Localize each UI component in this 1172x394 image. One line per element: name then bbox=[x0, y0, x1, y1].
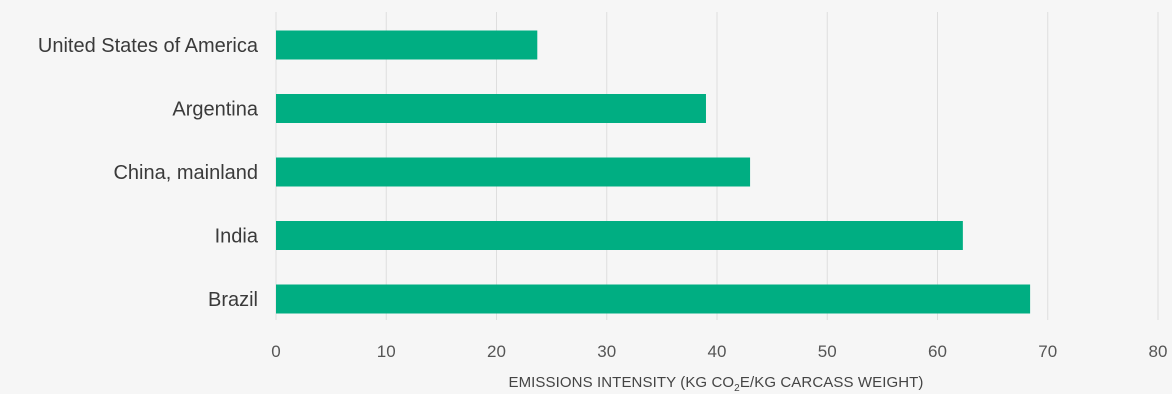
bar bbox=[276, 157, 751, 187]
x-tick-label: 10 bbox=[377, 342, 396, 361]
x-tick-label: 80 bbox=[1149, 342, 1168, 361]
bar bbox=[276, 221, 963, 250]
category-label: United States of America bbox=[38, 35, 259, 57]
x-tick-label: 50 bbox=[818, 342, 837, 361]
bars bbox=[276, 30, 1031, 314]
x-tick-label: 20 bbox=[487, 342, 506, 361]
category-label: China, mainland bbox=[113, 162, 258, 184]
category-labels: United States of America Argentina China, … bbox=[38, 35, 259, 311]
category-label: Brazil bbox=[208, 289, 258, 311]
x-axis-title-subscript: 2 bbox=[734, 383, 740, 394]
bar bbox=[276, 30, 538, 60]
x-tick-label: 30 bbox=[597, 342, 616, 361]
x-axis-title: EMISSIONS INTENSITY (KG CO2E/KG CARCASS … bbox=[508, 374, 923, 394]
category-label: Argentina bbox=[172, 99, 258, 121]
x-tick-labels: 0 10 20 30 40 50 60 70 80 bbox=[271, 342, 1167, 361]
x-tick-label: 0 bbox=[271, 342, 280, 361]
bar bbox=[276, 284, 1031, 314]
bar bbox=[276, 94, 706, 123]
x-axis-title-part-2: E/KG CARCASS WEIGHT) bbox=[740, 374, 924, 391]
x-axis-title-part-1: EMISSIONS INTENSITY (KG CO bbox=[508, 374, 734, 391]
x-tick-label: 40 bbox=[708, 342, 727, 361]
category-label: India bbox=[215, 226, 259, 248]
x-tick-label: 70 bbox=[1038, 342, 1057, 361]
x-tick-label: 60 bbox=[928, 342, 947, 361]
